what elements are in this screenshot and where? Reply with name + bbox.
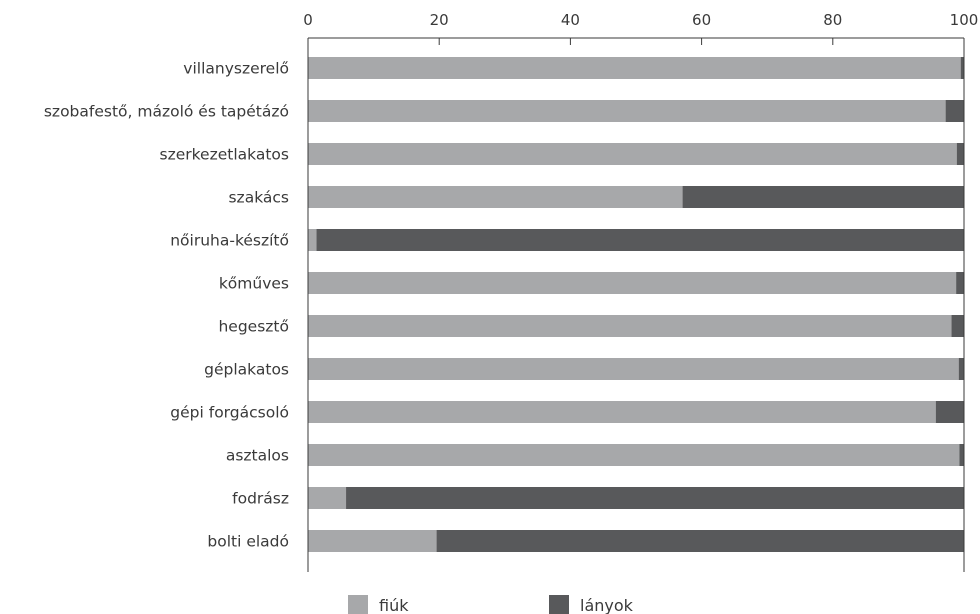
category-label: kőműves bbox=[219, 275, 289, 293]
category-label: hegesztő bbox=[218, 318, 289, 336]
legend-label-fiuk: fiúk bbox=[379, 596, 409, 614]
bar-fiuk bbox=[308, 100, 946, 122]
bar-lanyok bbox=[935, 401, 964, 423]
x-tick-label: 100 bbox=[950, 11, 979, 29]
bar-lanyok bbox=[960, 57, 964, 79]
legend-label-lanyok: lányok bbox=[580, 596, 634, 614]
bar-fiuk bbox=[308, 186, 683, 208]
category-labels: villanyszerelő szobafestő, mázoló és tapé… bbox=[44, 60, 289, 551]
legend: fiúk lányok bbox=[348, 595, 634, 614]
category-label: villanyszerelő bbox=[183, 60, 289, 78]
bars-group bbox=[308, 57, 965, 552]
bar-lanyok bbox=[958, 358, 964, 380]
bar-fiuk bbox=[308, 272, 957, 294]
legend-swatch-fiuk bbox=[348, 595, 368, 614]
x-tick-label: 40 bbox=[561, 11, 580, 29]
category-label: asztalos bbox=[226, 447, 289, 465]
bar-fiuk bbox=[308, 487, 347, 509]
category-label: gépi forgácsoló bbox=[170, 404, 289, 422]
x-tick-label: 60 bbox=[692, 11, 711, 29]
bar-lanyok bbox=[956, 143, 964, 165]
x-tick-label: 80 bbox=[823, 11, 842, 29]
bar-fiuk bbox=[308, 358, 959, 380]
category-label: szerkezetlakatos bbox=[160, 146, 289, 164]
bar-fiuk bbox=[308, 143, 957, 165]
bar-lanyok bbox=[945, 100, 964, 122]
bar-fiuk bbox=[308, 401, 936, 423]
bar-lanyok bbox=[316, 229, 964, 251]
bar-lanyok bbox=[951, 315, 964, 337]
legend-swatch-lanyok bbox=[549, 595, 569, 614]
bar-fiuk bbox=[308, 530, 437, 552]
bar-lanyok bbox=[959, 444, 964, 466]
category-label: fodrász bbox=[232, 490, 289, 508]
x-tick-label: 0 bbox=[303, 11, 313, 29]
category-label: szobafestő, mázoló és tapétázó bbox=[44, 103, 289, 121]
bar-fiuk bbox=[308, 315, 952, 337]
bar-lanyok bbox=[956, 272, 964, 294]
bar-lanyok bbox=[346, 487, 964, 509]
x-axis: 0 20 40 60 80 100 bbox=[303, 11, 978, 572]
category-label: szakács bbox=[228, 189, 289, 207]
bar-fiuk bbox=[308, 229, 317, 251]
category-label: nőiruha-készítő bbox=[170, 232, 289, 250]
x-tick-label: 20 bbox=[430, 11, 449, 29]
category-label: bolti eladó bbox=[207, 533, 289, 551]
bar-lanyok bbox=[436, 530, 965, 552]
bar-fiuk bbox=[308, 57, 961, 79]
bar-fiuk bbox=[308, 444, 960, 466]
bar-lanyok bbox=[682, 186, 964, 208]
category-label: géplakatos bbox=[204, 361, 289, 379]
